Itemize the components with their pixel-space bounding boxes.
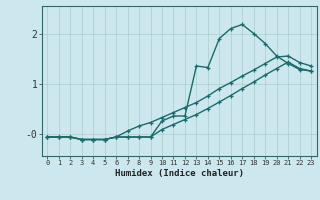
X-axis label: Humidex (Indice chaleur): Humidex (Indice chaleur) xyxy=(115,169,244,178)
